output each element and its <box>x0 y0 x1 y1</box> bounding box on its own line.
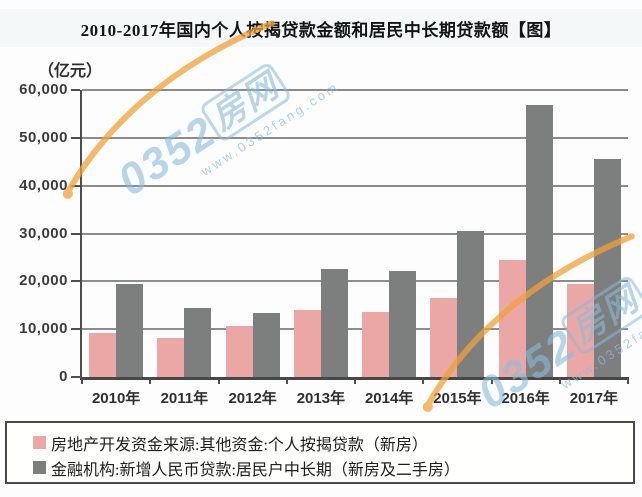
bar-2017年-gray <box>593 159 621 377</box>
bar-2015年-pink <box>430 297 458 377</box>
x-axis-tick <box>354 377 356 384</box>
x-axis-label: 2012年 <box>228 390 277 407</box>
y-axis-tick-label: 40,000 <box>19 176 68 194</box>
bar-2013年-pink <box>293 310 321 377</box>
y-axis-tick-label: 0 <box>59 368 68 385</box>
plot-area <box>71 89 629 384</box>
legend-item-medium-long-term: 金融机构:新增人民币贷款:居民户中长期（新房及二手房） <box>33 455 633 480</box>
x-axis-label: 2014年 <box>364 390 414 407</box>
y-axis-tick <box>71 280 80 283</box>
bar-2015年-gray <box>457 231 485 377</box>
bar-2010年-pink <box>89 333 117 377</box>
y-axis-tick-label: 20,000 <box>19 272 68 290</box>
y-axis-tick <box>71 376 80 378</box>
x-axis-label: 2017年 <box>569 390 619 407</box>
bar-2010年-gray <box>116 284 144 377</box>
x-axis-tick <box>627 377 629 384</box>
gridline <box>82 184 628 187</box>
x-axis-label: 2015年 <box>433 390 482 407</box>
y-axis-tick-label: 10,000 <box>19 320 68 338</box>
x-axis-tick <box>149 377 152 384</box>
x-axis-label: 2011年 <box>160 390 209 407</box>
y-axis-tick-label: 50,000 <box>19 128 68 146</box>
bar-2014年-gray <box>389 270 417 377</box>
bar-2011年-pink <box>157 337 185 377</box>
y-axis-unit-label: （亿元） <box>38 63 103 80</box>
x-axis-label: 2013年 <box>296 390 346 407</box>
legend-swatch-gray <box>33 461 46 474</box>
x-axis-label: 2016年 <box>501 390 550 407</box>
y-axis-tick <box>71 89 80 91</box>
y-axis-tick-labels: 60,000 50,000 40,000 30,000 20,000 10,000 0 <box>0 81 70 385</box>
legend-swatch-pink <box>33 436 46 449</box>
y-axis-tick-label: 30,000 <box>19 224 68 242</box>
bar-2012年-pink <box>225 326 253 377</box>
bar-2012年-gray <box>252 313 280 377</box>
x-axis-tick <box>217 377 220 384</box>
gridline <box>82 136 628 139</box>
x-axis-tick <box>422 377 425 384</box>
legend-box: 房地产开发资金来源:其他资金:个人按揭贷款（新房） 金融机构:新增人民币贷款:居… <box>5 421 635 484</box>
chart-title: 2010-2017年国内个人按揭贷款金额和居民中长期贷款额【图】 <box>80 20 562 40</box>
bar-2011年-gray <box>184 307 212 377</box>
bar-2016年-gray <box>525 105 553 377</box>
legend-item-mortgage: 房地产开发资金来源:其他资金:个人按揭贷款（新房） <box>33 430 633 455</box>
bar-2013年-gray <box>320 268 348 377</box>
gridline <box>82 232 628 235</box>
gridline <box>82 89 628 91</box>
bar-2014年-pink <box>362 312 390 377</box>
y-axis-tick <box>71 136 80 139</box>
legend-label-medium-long-term: 金融机构:新增人民币贷款:居民户中长期（新房及二手房） <box>51 461 460 479</box>
y-axis-tick <box>71 328 80 331</box>
x-axis-label: 2010年 <box>91 390 141 407</box>
x-axis-tick <box>490 377 493 384</box>
x-axis-tick <box>81 377 83 384</box>
title-bar: 2010-2017年国内个人按揭贷款金额和居民中长期贷款额【图】 <box>0 9 642 47</box>
bar-2017年-pink <box>566 283 594 377</box>
bar-2016年-pink <box>498 260 526 377</box>
legend-label-mortgage: 房地产开发资金来源:其他资金:个人按揭贷款（新房） <box>51 436 428 454</box>
gridline <box>82 328 628 331</box>
x-axis-tick <box>285 377 288 384</box>
y-axis-tick <box>71 184 80 187</box>
x-axis-tick <box>558 377 561 384</box>
gridline <box>82 280 628 283</box>
y-axis-tick <box>71 232 80 235</box>
y-axis-tick-label: 60,000 <box>19 81 68 98</box>
x-axis-labels: 2010年 2011年 2012年 2013年 2014年 2015年 2016年 2017年 <box>82 388 628 410</box>
